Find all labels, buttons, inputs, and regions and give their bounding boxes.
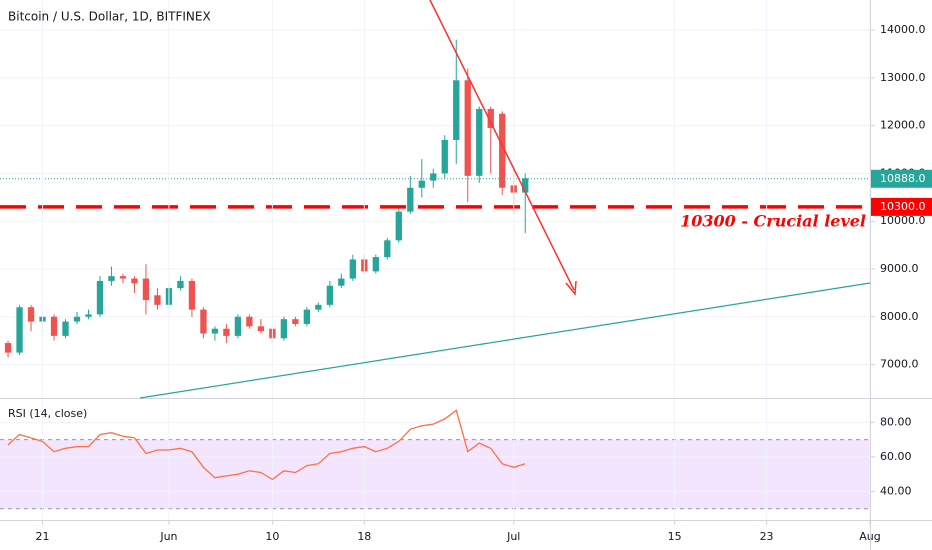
candle-body [211, 328, 219, 334]
x-tick-label: 15 [668, 530, 682, 543]
candle-body [223, 328, 230, 336]
rsi-band [0, 439, 870, 509]
y-tick-label: 12000.0 [880, 119, 926, 132]
x-tick-label: 21 [36, 530, 50, 543]
candle-body [372, 257, 379, 272]
resistance-trendline [429, 0, 575, 291]
arrow-head [565, 280, 577, 296]
candle-body [315, 304, 322, 310]
y-tick-label: 14000.0 [880, 23, 926, 36]
candle-body [280, 319, 288, 339]
x-tick-label: 18 [357, 530, 371, 543]
candle-body [441, 139, 448, 174]
candle-body [464, 80, 471, 176]
candle-body [430, 173, 437, 181]
candle-body [62, 321, 69, 336]
candle-body [476, 108, 483, 176]
candle-body [453, 80, 460, 140]
candle-body [349, 259, 356, 279]
y-tick-label: 9000.0 [880, 262, 919, 275]
candle-body [85, 314, 92, 317]
candle-body [27, 307, 35, 322]
candle-body [177, 280, 184, 289]
y-tick-label: 13000.0 [880, 71, 926, 84]
y-tick-label: 60.00 [880, 450, 912, 463]
x-tick-label: Jul [506, 530, 520, 543]
level-tag [871, 197, 932, 216]
candle-body [303, 309, 311, 324]
candle-body [487, 108, 494, 129]
x-tick-label: 23 [760, 530, 774, 543]
support-trendline [139, 282, 871, 399]
last-price-label: 10888.0 [880, 172, 926, 185]
candle-body [73, 316, 81, 322]
rsi-title: RSI (14, close) [8, 407, 87, 420]
y-tick-label: 10000.0 [880, 214, 926, 227]
candle-body [131, 278, 138, 284]
candle-body [395, 211, 402, 241]
level-label: 10300.0 [880, 200, 926, 213]
candle-body [16, 307, 23, 353]
chart-title: Bitcoin / U.S. Dollar, 1D, BITFINEX [8, 10, 211, 24]
candle-body [188, 280, 196, 310]
rsi-line [7, 409, 526, 481]
candle-body [499, 113, 506, 188]
candle-body [407, 187, 414, 212]
level-annotation: 10300 - Crucial level [680, 211, 866, 230]
x-tick-label: 10 [265, 530, 279, 543]
candle-body [200, 309, 207, 334]
candle-body [234, 316, 242, 336]
y-tick-label: 80.00 [880, 415, 912, 428]
y-tick-label: 8000.0 [880, 310, 919, 323]
last-price-tag [871, 169, 932, 188]
annotation-bg [676, 209, 868, 234]
candle-body [246, 316, 253, 327]
candle-body [257, 326, 265, 332]
candle-body [108, 276, 115, 281]
candle-body [384, 240, 391, 258]
y-tick-label: 7000.0 [880, 358, 919, 371]
candle-body [338, 278, 345, 286]
candle-body [522, 178, 529, 193]
x-tick-label: Jun [159, 530, 177, 543]
candle-body [4, 343, 12, 353]
candle-body [50, 316, 58, 336]
candle-body [292, 319, 299, 324]
candle-body [154, 295, 161, 305]
candle-body [96, 280, 104, 315]
y-tick-label: 40.00 [880, 484, 912, 497]
candle-body [326, 285, 334, 305]
candle-body [418, 180, 425, 188]
candle-body [142, 278, 150, 301]
candle-body [119, 276, 127, 279]
